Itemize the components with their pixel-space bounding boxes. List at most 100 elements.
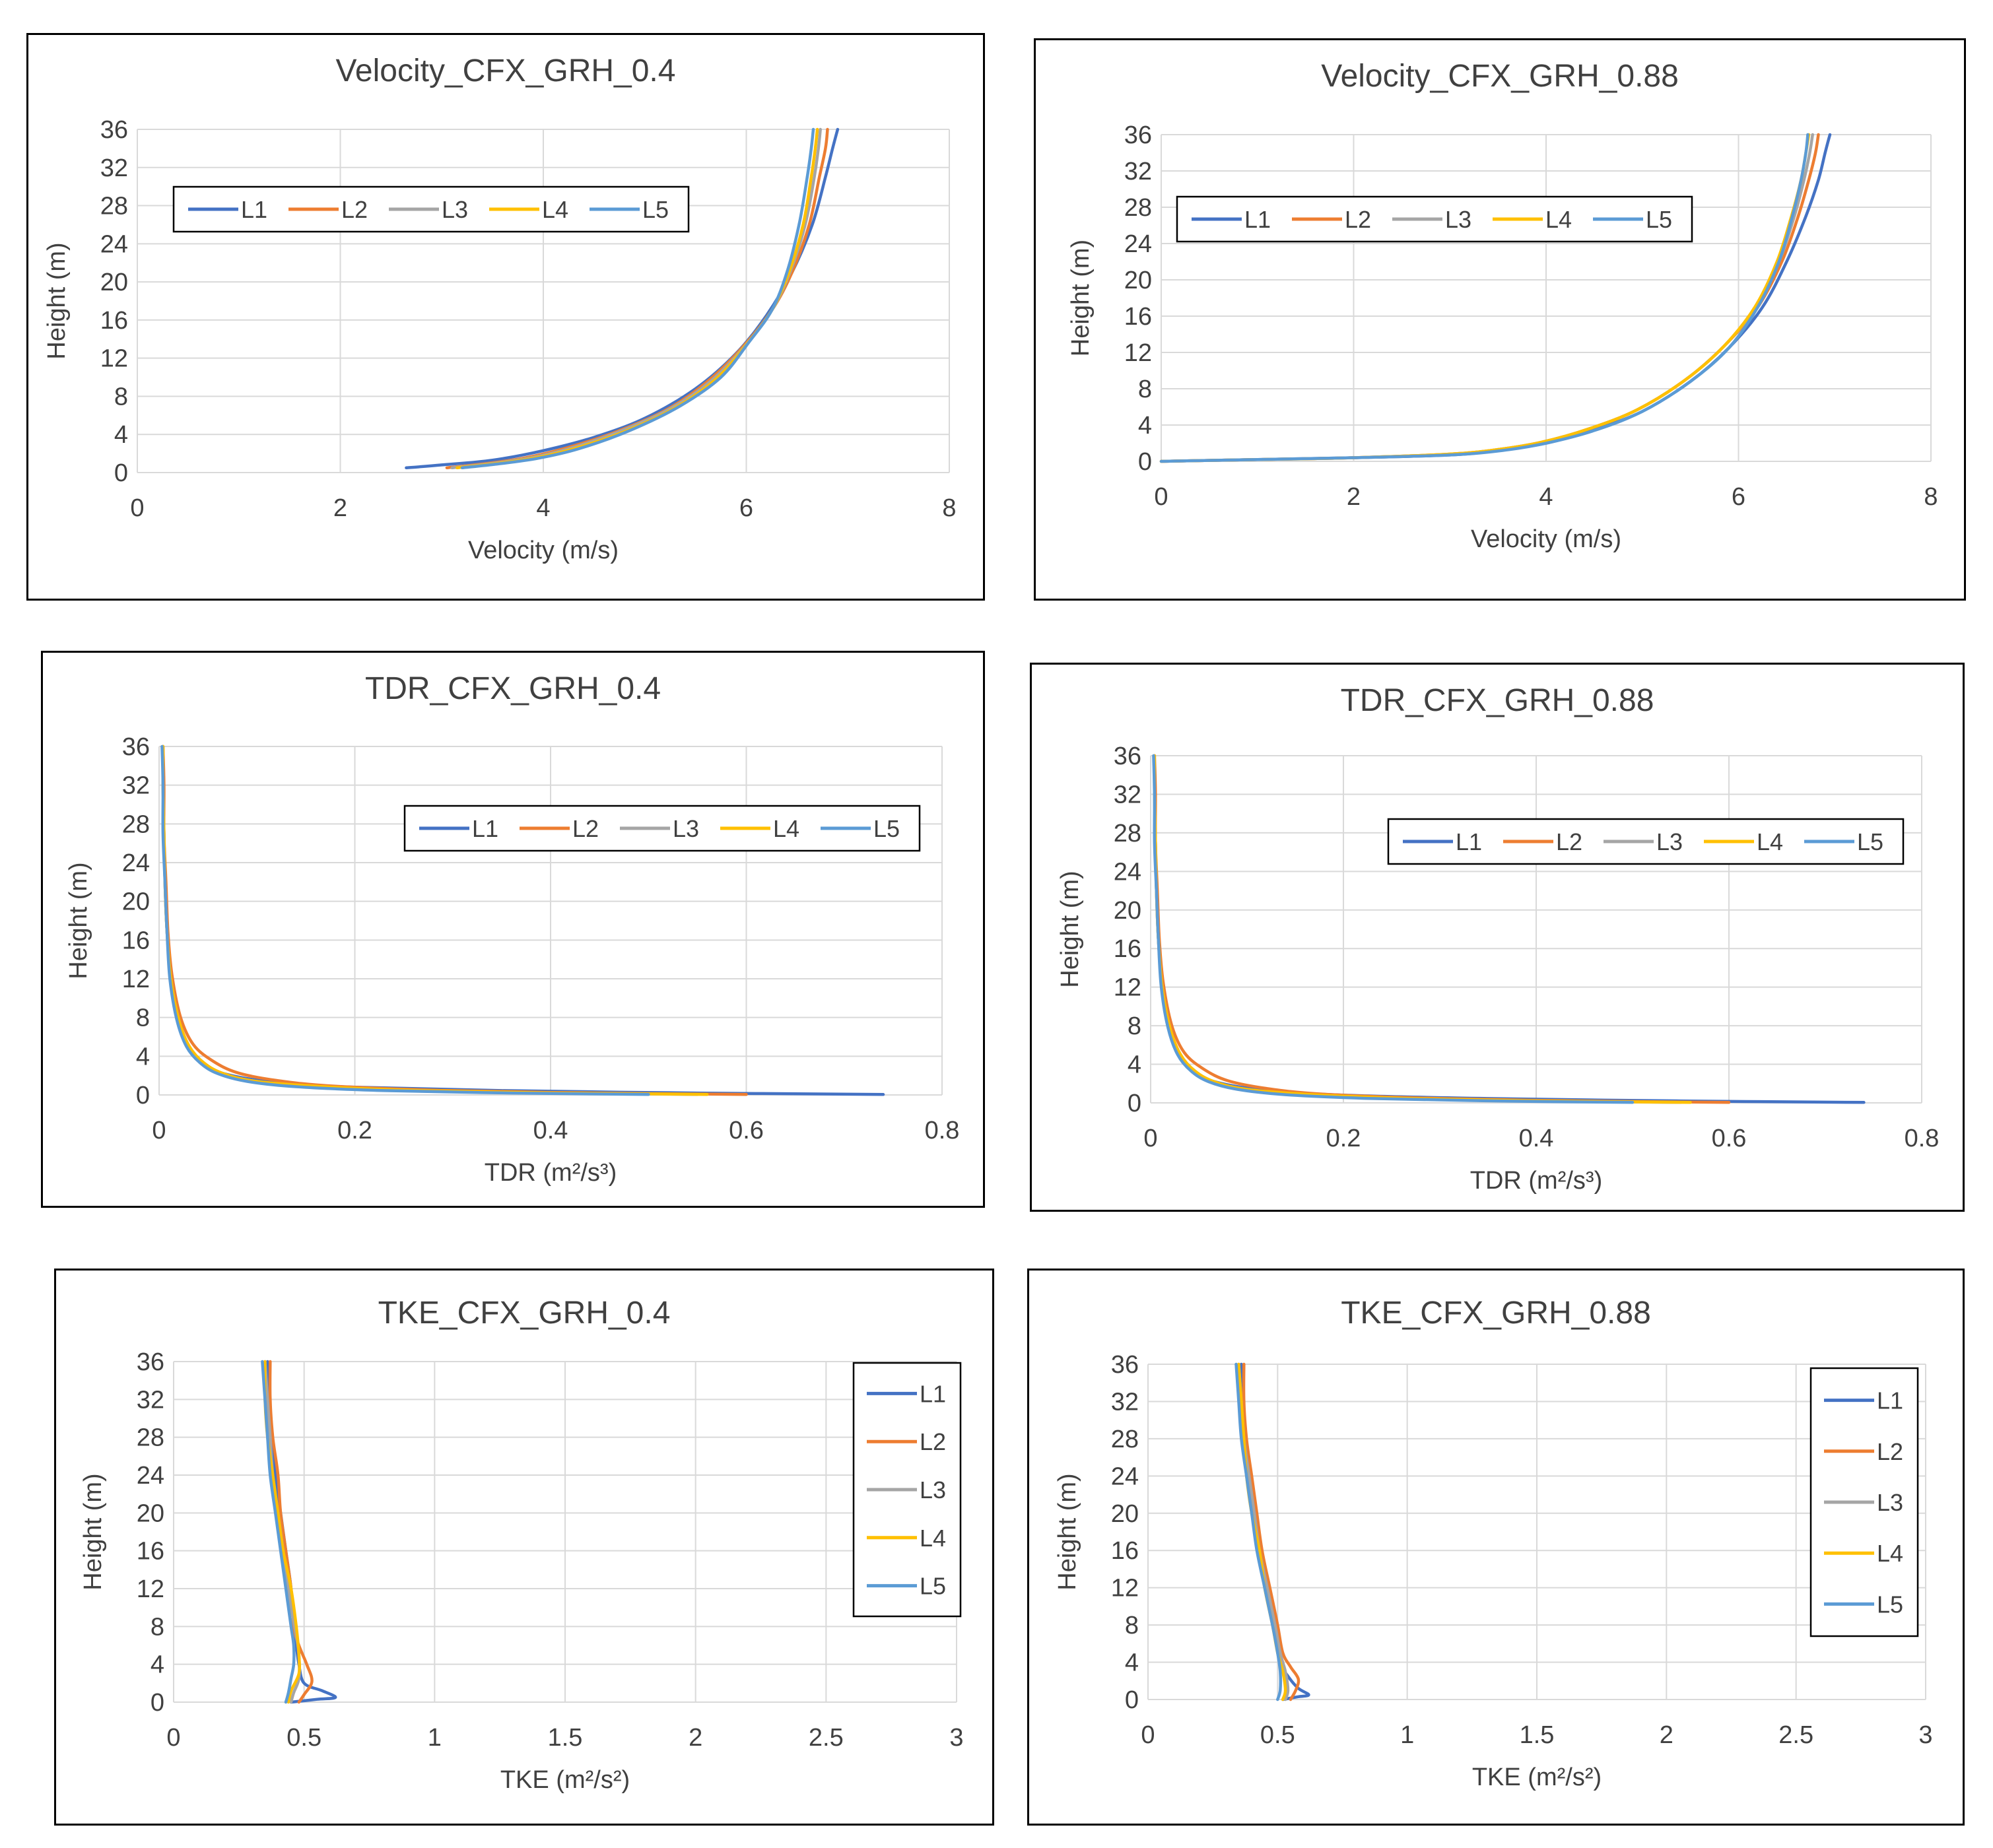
y-tick-label: 36	[100, 116, 128, 144]
chart-title: TDR_CFX_GRH_0.4	[365, 671, 661, 706]
x-tick-label: 1.5	[1520, 1721, 1555, 1749]
y-tick-label: 8	[1138, 376, 1152, 403]
gridlines	[173, 1361, 957, 1703]
y-tick-label: 0	[136, 1082, 150, 1109]
series-line-l2	[268, 1360, 314, 1704]
series-line-l2	[161, 744, 748, 1096]
x-tick-label: 0	[1154, 483, 1168, 511]
series-line-l2	[1242, 1362, 1301, 1701]
series-group	[261, 1360, 337, 1704]
series-line-l5	[261, 1360, 296, 1704]
chart-title: Velocity_CFX_GRH_0.4	[336, 53, 676, 88]
y-tick-label: 8	[1128, 1012, 1141, 1040]
x-tick-label: 0.5	[1260, 1721, 1295, 1749]
y-tick-label: 28	[137, 1424, 164, 1452]
x-tick-label: 1	[1400, 1721, 1414, 1749]
chart-svg: Velocity_CFX_GRH_0.40 2 4 6 8048121620242832…	[43, 53, 957, 564]
y-tick-label: 36	[122, 733, 150, 761]
x-tick-label: 0.4	[1519, 1125, 1554, 1152]
y-tick-label: 20	[1111, 1500, 1139, 1528]
y-tick-label: 12	[1114, 974, 1141, 1002]
series-line-l1	[1153, 754, 1866, 1104]
y-axis-label: Height (m)	[43, 242, 71, 359]
legend-label-l1: L1	[1244, 206, 1271, 233]
series-line-l1	[1239, 1362, 1310, 1701]
legend: L1 L2 L3 L4 L5	[403, 805, 921, 852]
y-tick-label: 20	[1124, 267, 1152, 294]
series-line-l3	[161, 744, 699, 1096]
series-group	[1234, 1362, 1310, 1701]
legend-label-l1: L1	[920, 1380, 946, 1407]
x-tick-label: 2	[1347, 483, 1361, 511]
x-tick-label: 0	[1143, 1125, 1157, 1152]
series-line-l1	[161, 744, 885, 1096]
series-line-l4	[456, 127, 819, 470]
y-tick-label: 32	[122, 772, 150, 800]
y-axis-label: Height (m)	[1056, 871, 1084, 987]
y-tick-label: 12	[122, 966, 150, 993]
chart-tke-grh-0.4: TKE_CFX_GRH_0.4 0 0.5 1 1.5 2 2.5 3 0 4 8 12 16 20 24 2…	[54, 1269, 994, 1826]
chart-title: TDR_CFX_GRH_0.88	[1341, 683, 1654, 718]
chart-tdr-grh-0.4: TDR_CFX_GRH_0.4 0 0.2 0.4 0.6 0.8 0 4 8 12 16 20 24 2…	[41, 651, 985, 1208]
series-line-l3	[1237, 1362, 1290, 1701]
x-tick-label: 0	[1141, 1721, 1155, 1749]
series-line-l2	[1153, 754, 1731, 1104]
y-tick-label: 8	[1125, 1612, 1139, 1639]
x-tick-label: 2	[689, 1724, 702, 1752]
series-line-l2	[1159, 133, 1820, 463]
y-tick-label: 20	[122, 888, 150, 916]
x-tick-label: 2	[1660, 1721, 1673, 1749]
y-tick-label: 32	[137, 1386, 164, 1414]
chart-tdr-grh-0.88: TDR_CFX_GRH_0.88 0 0.2 0.4 0.6 0.8 0 4 8 12 16 20 24…	[1030, 663, 1965, 1212]
series-group	[1159, 133, 1832, 463]
x-tick-label: 6	[739, 494, 753, 522]
y-tick-label: 0	[1128, 1090, 1141, 1117]
y-tick-label: 28	[100, 193, 128, 220]
y-tick-label: 24	[122, 849, 150, 877]
chart-title: TKE_CFX_GRH_0.88	[1341, 1296, 1651, 1331]
y-tick-label: 16	[1114, 935, 1141, 963]
chart-velocity-grh-0.4: Velocity_CFX_GRH_0.4 0 2 4 6 8 0 4 8 12 16 20 24 28 32…	[26, 33, 985, 601]
legend-label-l5: L5	[642, 196, 669, 223]
x-tick-label: 0	[152, 1117, 166, 1144]
series-line-l3	[450, 127, 822, 470]
y-tick-label: 24	[1124, 230, 1152, 258]
y-tick-label: 0	[151, 1689, 164, 1717]
series-line-l2	[445, 127, 829, 470]
y-tick-label: 36	[1114, 742, 1141, 770]
series-line-l5	[1152, 754, 1635, 1104]
y-axis-label: Height (m)	[1067, 240, 1095, 356]
series-line-l3	[263, 1360, 301, 1704]
y-tick-label: 4	[136, 1043, 150, 1071]
chart-velocity-grh-0.88: Velocity_CFX_GRH_0.88 0 2 4 6 8 0 4 8 12 16 20 24 28 3…	[1034, 38, 1966, 601]
chart-title: TKE_CFX_GRH_0.4	[378, 1296, 671, 1331]
y-tick-label: 32	[1114, 781, 1141, 808]
x-tick-label: 3	[949, 1724, 963, 1752]
series-line-l5	[1159, 133, 1809, 463]
x-axis-label: Velocity (m/s)	[468, 537, 619, 564]
legend-label-l3: L3	[1656, 828, 1683, 855]
x-tick-label: 6	[1732, 483, 1745, 511]
chart-svg: TKE_CFX_GRH_0.88 0 0.5 1 1.5 2 2.5 3 0 4 8 12 16 20 24…	[1054, 1296, 1933, 1791]
legend-label-l4: L4	[920, 1525, 946, 1552]
legend-label-l2: L2	[1345, 206, 1371, 233]
legend-label-l4: L4	[1545, 206, 1572, 233]
y-tick-label: 16	[1111, 1537, 1139, 1565]
y-axis-label: Height (m)	[65, 862, 92, 979]
y-axis-label: Height (m)	[1054, 1473, 1081, 1590]
legend-label-l5: L5	[1857, 828, 1883, 855]
legend-label-l3: L3	[673, 815, 699, 842]
x-tick-label: 8	[942, 494, 956, 522]
legend: L1 L2 L3 L4 L5	[1809, 1367, 1919, 1637]
legend-label-l2: L2	[572, 815, 599, 842]
y-tick-label: 36	[1124, 121, 1152, 149]
legend-label-l4: L4	[1757, 828, 1783, 855]
series-group	[1152, 754, 1866, 1104]
y-tick-label: 28	[122, 810, 150, 838]
series-line-l5	[460, 127, 815, 470]
x-tick-label: 4	[1539, 483, 1553, 511]
x-tick-label: 2.5	[809, 1724, 844, 1752]
y-tick-label: 28	[1124, 194, 1152, 222]
legend-label-l1: L1	[472, 815, 498, 842]
y-tick-label: 28	[1114, 820, 1141, 847]
